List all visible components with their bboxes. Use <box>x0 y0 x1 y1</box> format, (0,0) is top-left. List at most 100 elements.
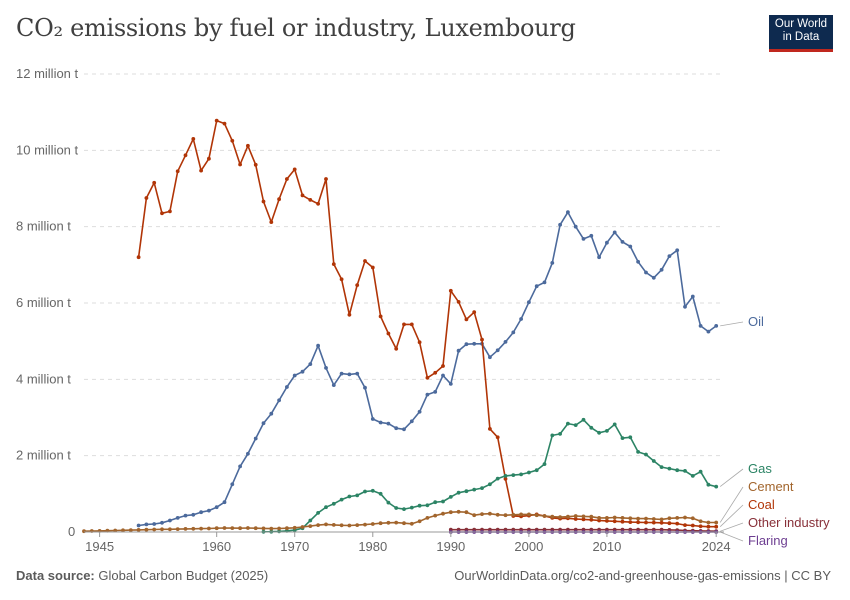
coal-point <box>675 521 680 526</box>
logo-line-1: Our World <box>774 18 828 30</box>
oil-point <box>136 523 141 528</box>
gas-point <box>425 503 430 508</box>
oil-point <box>402 427 406 432</box>
gas-point <box>448 495 453 499</box>
cement-point <box>566 514 570 519</box>
oil-point <box>433 390 438 394</box>
oil-point <box>214 505 219 510</box>
gas-point <box>519 472 523 477</box>
oil-point <box>651 275 656 280</box>
cement-label: Cement <box>748 479 794 494</box>
x-tick-label: 1945 <box>85 539 114 554</box>
oil-point <box>620 240 625 244</box>
other-industry-connector <box>720 522 744 532</box>
oil-point <box>199 510 204 515</box>
coal-point <box>160 211 164 216</box>
gas-point <box>698 469 703 474</box>
oil-point <box>566 210 570 215</box>
coal-point <box>714 524 719 529</box>
oil-point <box>589 233 594 238</box>
cement-point <box>261 526 266 531</box>
gas-point <box>409 505 414 510</box>
x-tick-label: 2024 <box>702 539 731 554</box>
cement-point <box>269 526 274 531</box>
cement-point <box>121 528 125 533</box>
oil-point <box>659 267 664 272</box>
cement-point <box>160 527 164 532</box>
coal-point <box>246 143 250 148</box>
coal-point <box>495 435 500 440</box>
coal-point <box>402 322 406 327</box>
oil-point <box>316 343 320 348</box>
cement-point <box>620 516 625 520</box>
coal-point <box>620 519 625 524</box>
cement-point <box>589 514 594 519</box>
coal-point <box>207 156 211 161</box>
cement-point <box>690 516 695 521</box>
oil-point <box>175 516 180 520</box>
coal-point <box>667 521 672 526</box>
coal-point <box>441 364 445 368</box>
cement-point <box>347 523 352 528</box>
gas-point <box>503 474 508 478</box>
oil-point <box>238 464 243 469</box>
oil-point <box>324 366 328 370</box>
cement-point <box>417 519 422 524</box>
cement-point <box>433 513 438 518</box>
oil-point <box>550 261 555 265</box>
gas-point <box>355 493 360 498</box>
oil-point <box>363 385 367 390</box>
cement-point <box>285 526 289 531</box>
coal-point <box>168 209 172 214</box>
cement-point <box>441 511 445 516</box>
oil-point <box>573 224 578 229</box>
cement-point <box>503 513 508 518</box>
owid-logo[interactable]: Our World in Data <box>769 15 833 52</box>
coal-point <box>612 519 617 524</box>
oil-point <box>456 348 461 353</box>
cement-point <box>409 521 414 526</box>
gas-point <box>331 501 336 506</box>
cement-point <box>168 527 172 532</box>
oil-point <box>355 371 360 376</box>
gas-point <box>402 507 406 511</box>
gas-point <box>378 491 383 496</box>
cement-point <box>651 517 656 521</box>
gas-point <box>651 459 656 463</box>
coal-point <box>573 517 578 521</box>
coal-point <box>339 277 344 282</box>
attribution-link[interactable]: OurWorldinData.org/co2-and-greenhouse-ga… <box>454 568 831 583</box>
cement-point <box>714 520 719 525</box>
cement-point <box>246 526 250 530</box>
coal-connector <box>719 504 744 527</box>
oil-point <box>230 482 235 487</box>
oil-point <box>207 508 211 513</box>
coal-point <box>331 262 336 266</box>
cement-point <box>550 514 555 519</box>
gas-point <box>550 433 555 438</box>
gas-point <box>417 503 422 508</box>
coal-point <box>433 370 438 375</box>
oil-point <box>527 300 531 305</box>
cement-point <box>480 512 484 516</box>
oil-point <box>417 409 422 414</box>
coal-point <box>214 118 219 123</box>
gas-point <box>628 435 633 440</box>
cement-point <box>519 512 523 517</box>
x-tick-label: 1970 <box>280 539 309 554</box>
cement-point <box>136 528 141 532</box>
y-tick-label: 0 <box>68 524 75 539</box>
oil-point <box>448 382 453 386</box>
gas-point <box>495 476 500 481</box>
coal-point <box>394 346 399 351</box>
coal-point <box>308 198 313 202</box>
oil-point <box>636 259 640 264</box>
oil-point <box>183 513 188 518</box>
oil-point <box>168 518 172 523</box>
cement-point <box>370 522 375 526</box>
coal-point <box>706 524 711 529</box>
gas-point <box>581 417 586 422</box>
oil-point <box>542 280 547 285</box>
oil-point <box>292 373 297 378</box>
